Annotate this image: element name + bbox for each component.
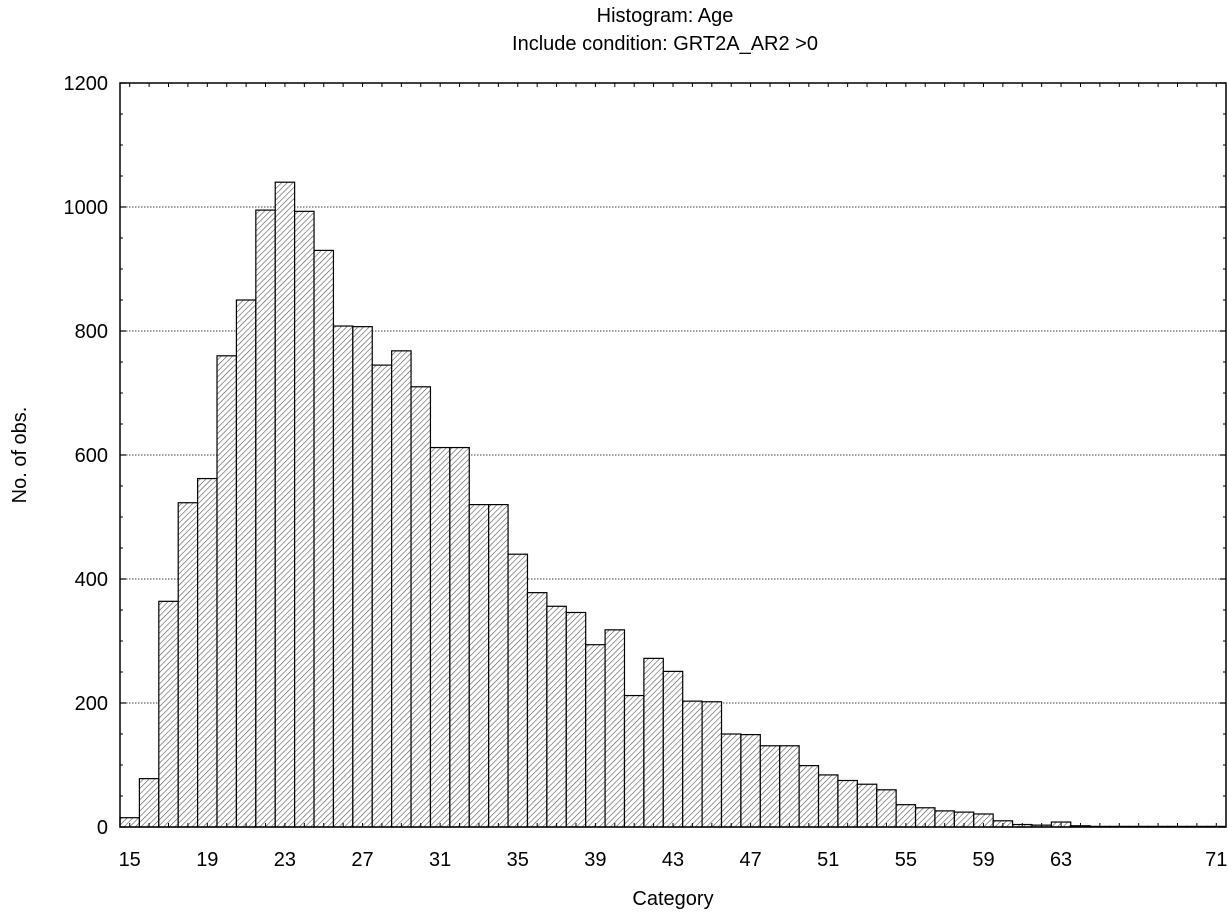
x-tick-label: 39 — [584, 849, 606, 871]
x-tick-label: 35 — [507, 849, 529, 871]
histogram-bar — [352, 326, 373, 828]
y-tick-labels: 0 200 400 600 800 1000 1200 — [64, 73, 109, 839]
histogram-bar — [197, 477, 218, 828]
y-tick-label: 800 — [75, 321, 108, 343]
x-tick-label: 51 — [817, 849, 839, 871]
x-tick-label: 15 — [119, 849, 141, 871]
x-tick-label: 59 — [972, 849, 994, 871]
histogram-bar — [817, 774, 839, 828]
x-tick-label: 19 — [196, 849, 218, 871]
histogram-bar — [391, 350, 412, 828]
histogram-bar — [779, 745, 800, 828]
y-tick-label: 1200 — [64, 73, 109, 95]
histogram-bar — [585, 644, 606, 828]
histogram-bar — [255, 209, 276, 828]
histogram-bar — [429, 446, 451, 828]
histogram-bar — [682, 700, 703, 828]
x-tick-label: 31 — [429, 849, 451, 871]
histogram-bar — [876, 789, 897, 828]
histogram-bar — [701, 701, 723, 828]
histogram-bar — [138, 778, 160, 828]
histogram-bar — [313, 249, 335, 828]
histogram-bar — [604, 629, 626, 828]
histogram-bar — [837, 779, 858, 828]
x-tick-label: 47 — [739, 849, 761, 871]
histogram-bar — [507, 553, 529, 828]
histogram-bar — [546, 605, 567, 828]
x-axis-label: Category — [632, 888, 713, 910]
y-tick-label: 400 — [75, 569, 108, 591]
histogram-bar — [798, 765, 820, 828]
x-tick-label: 63 — [1050, 849, 1072, 871]
x-tick-label: 27 — [351, 849, 373, 871]
chart-title: Histogram: Age — [597, 5, 734, 27]
x-tick-label: 43 — [662, 849, 684, 871]
histogram-bar — [720, 733, 742, 828]
y-tick-label: 1000 — [64, 197, 109, 219]
histogram-bar — [449, 446, 470, 828]
chart-subtitle: Include condition: GRT2A_AR2 >0 — [512, 33, 818, 55]
y-tick-label: 600 — [75, 445, 108, 467]
histogram-bar — [371, 364, 393, 828]
histogram-bar — [565, 611, 587, 828]
y-tick-label: 200 — [75, 693, 108, 715]
histogram-bar — [177, 502, 199, 828]
histogram-bar — [332, 325, 354, 828]
histogram-bar — [468, 504, 490, 828]
bars — [119, 181, 1227, 828]
histogram-bar — [216, 355, 238, 828]
histogram-bar — [294, 210, 315, 828]
histogram-bar — [410, 386, 432, 828]
histogram-bar — [235, 299, 257, 828]
histogram-bar — [526, 592, 548, 828]
histogram-bar — [856, 783, 878, 828]
histogram-bar — [643, 657, 664, 828]
y-tick-label: 0 — [97, 817, 108, 839]
histogram-bar — [740, 734, 761, 828]
x-tick-labels: 15 19 23 27 31 35 39 43 47 51 55 59 63 71 — [119, 849, 1228, 871]
histogram-bar — [158, 600, 179, 828]
histogram-bar — [488, 504, 509, 828]
y-axis-label: No. of obs. — [9, 407, 31, 504]
x-tick-label: 55 — [895, 849, 917, 871]
histogram-bar — [623, 694, 645, 828]
x-tick-label: 71 — [1205, 849, 1227, 871]
histogram-bar — [662, 670, 684, 828]
histogram-bar — [759, 745, 781, 828]
histogram-bar — [274, 181, 296, 828]
axis-ticks — [120, 82, 1226, 828]
x-tick-label: 23 — [274, 849, 296, 871]
